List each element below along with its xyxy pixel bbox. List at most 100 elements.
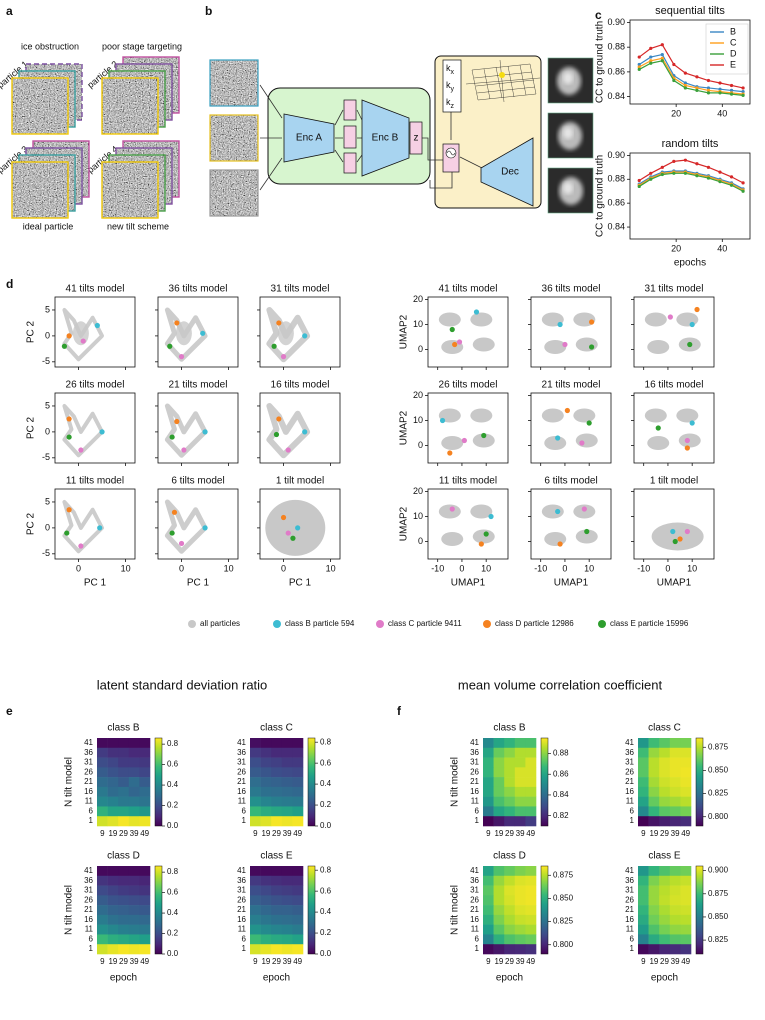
y-tick-label: 0 [418, 344, 423, 354]
data-point [729, 92, 734, 96]
heatmap-cell [128, 767, 140, 778]
x-tick-label: 10 [121, 563, 131, 573]
heatmap-cell [483, 767, 494, 778]
class-point [273, 431, 280, 438]
legend-label: D [730, 48, 737, 58]
y-axis-label: CC to ground truth [595, 155, 606, 237]
col-label: 29 [272, 829, 281, 838]
heatmap-cell [514, 895, 526, 906]
particle-cloud [541, 408, 564, 423]
heatmap-cell [97, 786, 108, 797]
class-point [280, 354, 287, 360]
class-point [280, 514, 287, 521]
class-point [449, 326, 455, 333]
heatmap-cell [139, 875, 151, 886]
heatmap-cell [504, 895, 516, 906]
heatmap-cell [139, 767, 151, 778]
colorbar-label: 0.2 [167, 801, 179, 810]
heatmap-cell [118, 777, 130, 788]
row-label: 36 [470, 748, 479, 757]
heatmap-cell [271, 885, 283, 896]
data-point [695, 86, 699, 90]
col-label: 49 [681, 829, 690, 838]
col-label: 29 [505, 829, 514, 838]
heatmap-cell [281, 944, 293, 955]
plot-frame [427, 488, 509, 560]
col-label: 39 [130, 957, 139, 966]
legend-label: all particles [200, 619, 240, 628]
y-tick-label: 0.90 [607, 17, 625, 27]
tilt-image [12, 162, 68, 218]
heatmap-cell [292, 816, 304, 827]
heatmap-cell [483, 777, 494, 788]
heatmap-cell [260, 816, 272, 827]
class-point [689, 420, 695, 426]
class-point [61, 343, 68, 349]
heatmap-cell [504, 767, 516, 778]
series-line [638, 159, 744, 184]
heatmap-cell [260, 767, 272, 778]
heatmap-cell [493, 747, 505, 758]
subplot-title: 11 tilts model [66, 476, 124, 487]
plot-frame [629, 152, 751, 240]
heatmap-cell [292, 738, 304, 749]
row-label: 31 [625, 758, 634, 767]
row-label: 36 [625, 876, 634, 885]
heatmap-cell [281, 885, 293, 896]
class-point [99, 429, 105, 435]
heatmap-cell [292, 866, 304, 877]
heatmap-cell [260, 905, 272, 916]
row-label: 11 [238, 797, 247, 806]
heatmap-cell [260, 806, 272, 817]
heatmap-cell [118, 816, 130, 827]
y-axis-label: UMAP2 [399, 410, 410, 445]
x-tick-label: 20 [671, 243, 681, 253]
particle-cloud [647, 340, 670, 354]
heatmap-cell [525, 905, 537, 916]
heatmap-cell [483, 816, 494, 827]
y-tick-label: 0.84 [607, 91, 625, 101]
heatmap-cell [483, 905, 494, 916]
heatmap-cell [292, 777, 304, 788]
particle-cloud [647, 436, 670, 450]
particle-cloud [470, 312, 493, 327]
heatmap-title: class C [260, 723, 293, 734]
data-point [695, 162, 699, 166]
heatmap-cell [680, 944, 692, 955]
heatmap-cell [669, 885, 681, 896]
colorbar-label: 0.0 [167, 821, 179, 830]
class-point [439, 417, 446, 424]
tilt-image [102, 78, 158, 134]
heatmap-cell [271, 866, 283, 877]
heatmap-cell [260, 944, 272, 955]
row-label: 31 [237, 886, 246, 895]
heatmap-cell [483, 885, 494, 896]
heatmap-cell [483, 895, 494, 906]
heatmap-cell [669, 866, 681, 877]
row-label: 16 [84, 787, 93, 796]
heatmap-cell [514, 866, 526, 877]
y-tick-label: 0.84 [607, 221, 625, 231]
class-point [178, 540, 185, 547]
heatmap-cell [659, 796, 671, 807]
heatmap-cell [525, 866, 537, 877]
heatmap-cell [680, 914, 692, 925]
colorbar-label: 0.4 [320, 907, 332, 916]
heatmap-cell [292, 786, 304, 797]
heatmap-cell [97, 905, 108, 916]
heatmap-cell [493, 924, 505, 935]
particle-cloud [644, 312, 667, 327]
heatmap-cell [128, 885, 140, 896]
x-tick-label: 0 [281, 563, 286, 573]
heatmap-cell [118, 934, 130, 945]
heatmap-cell [139, 816, 151, 827]
heatmap-title: class B [107, 723, 140, 734]
plot-frame [629, 19, 751, 105]
data-point [683, 81, 687, 85]
col-label: 49 [293, 957, 302, 966]
colorbar-label: 0.4 [167, 780, 179, 789]
y-axis-label: UMAP2 [399, 506, 410, 541]
col-label: 19 [108, 957, 117, 966]
input-frame [209, 114, 259, 162]
heatmap-cell [260, 875, 272, 886]
